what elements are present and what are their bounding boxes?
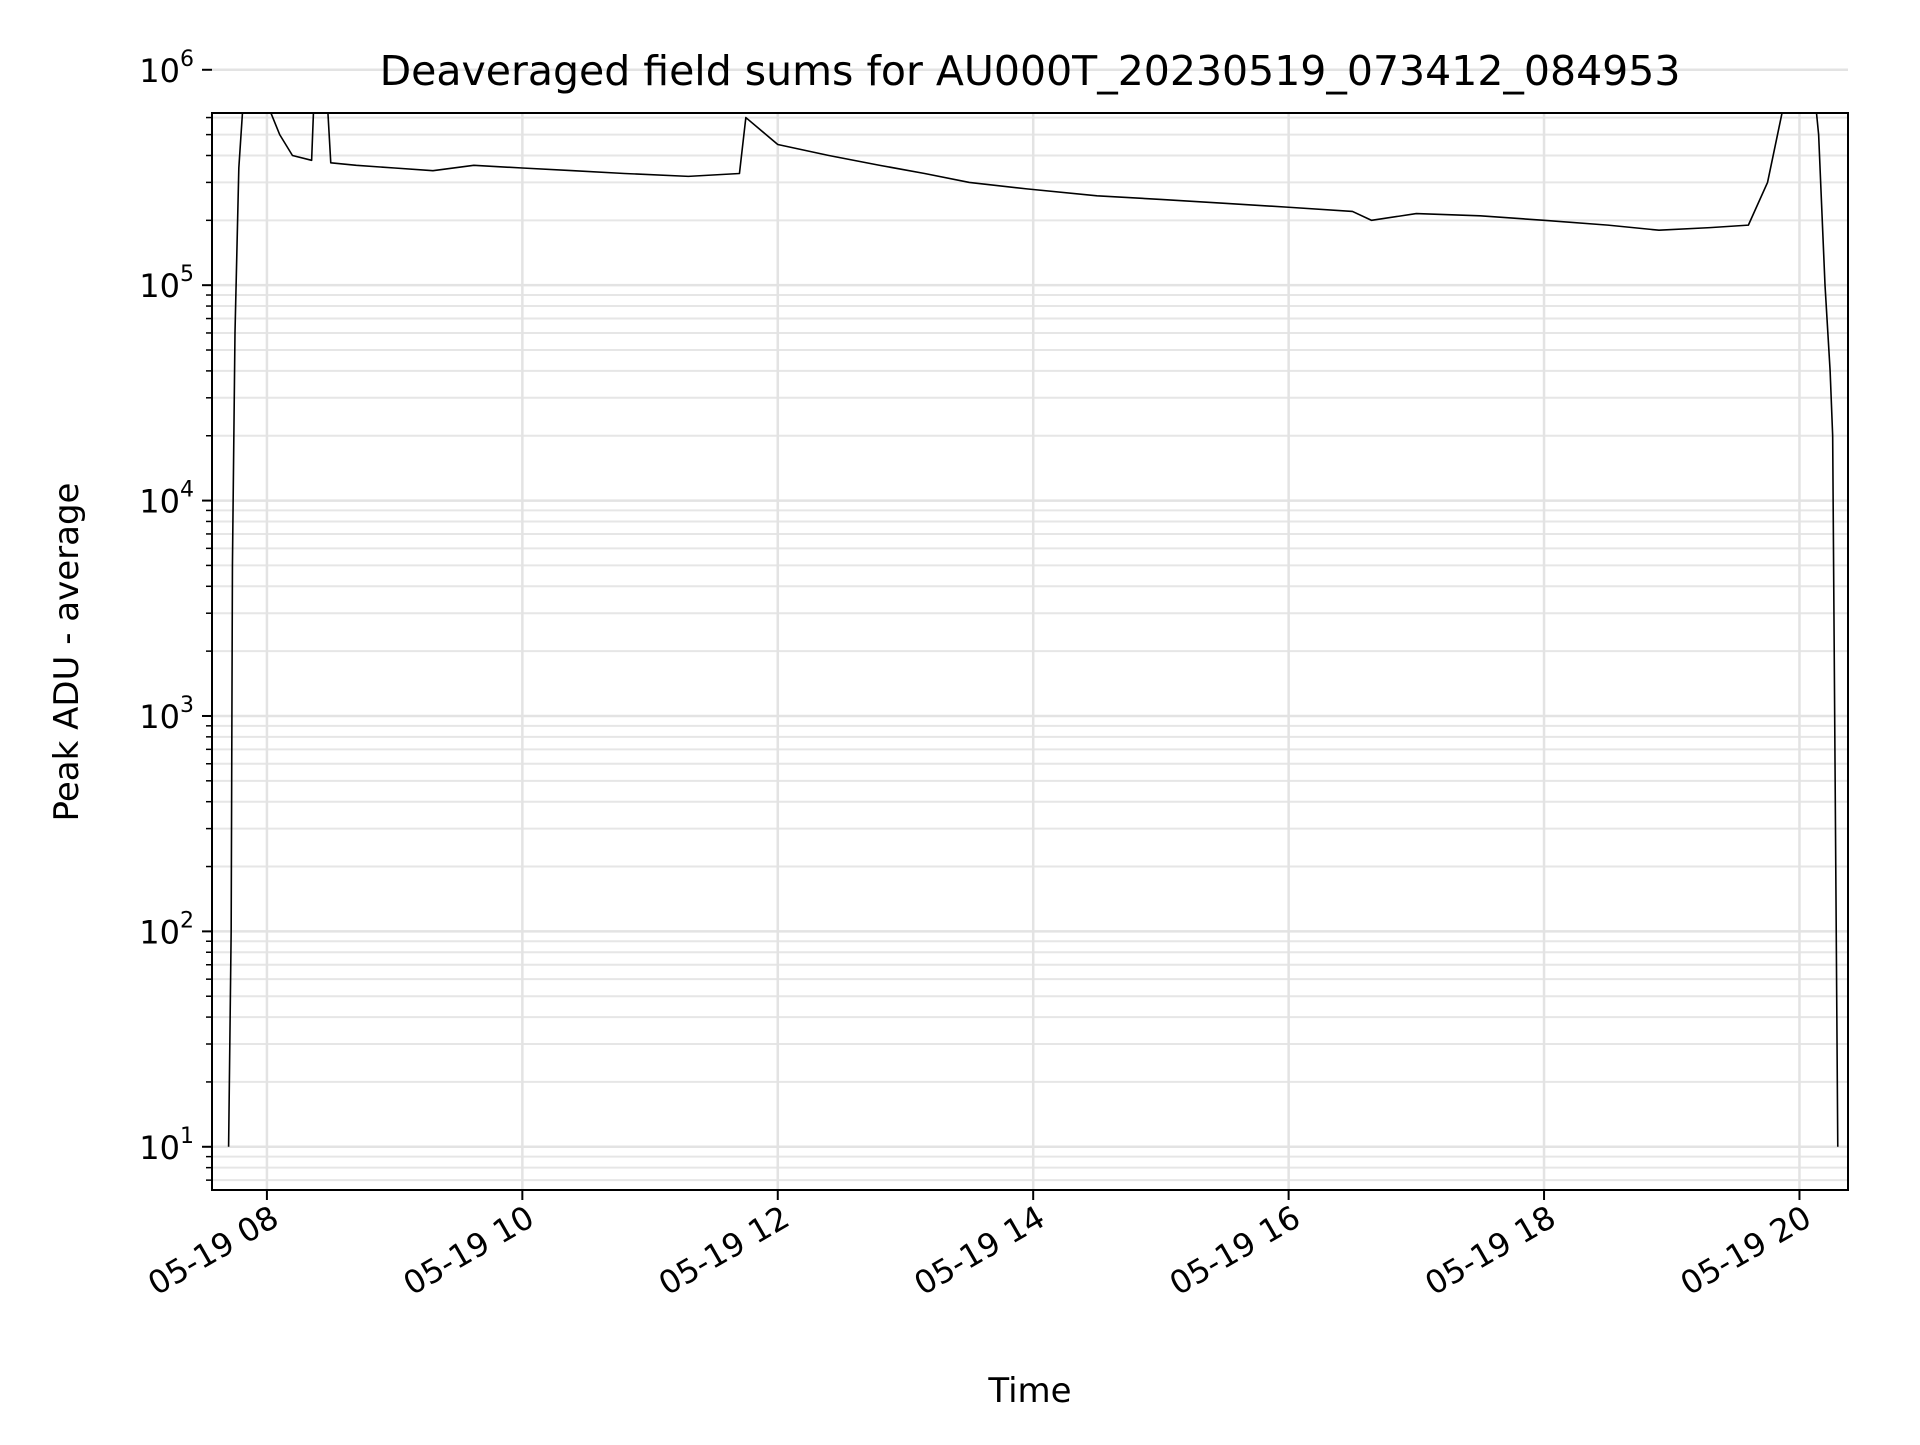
x-axis-label: Time [987, 1371, 1071, 1411]
grid [212, 70, 1848, 1190]
y-tick-label: 104 [139, 478, 194, 521]
x-tick-label: 05-19 10 [397, 1198, 541, 1303]
y-tick-label: 105 [139, 262, 194, 305]
y-tick-label: 101 [139, 1124, 194, 1167]
y-tick-label: 106 [139, 47, 194, 90]
y-tick-label: 102 [139, 908, 194, 951]
x-tick-label: 05-19 20 [1674, 1198, 1818, 1303]
x-tick-label: 05-19 12 [652, 1198, 796, 1303]
x-tick-label: 05-19 18 [1418, 1198, 1562, 1303]
x-tick-label: 05-19 14 [908, 1198, 1052, 1303]
y-tick-label: 103 [139, 693, 194, 736]
x-tick-label: 05-19 16 [1163, 1198, 1307, 1303]
y-axis-label: Peak ADU - average [47, 483, 87, 822]
x-tick-label: 05-19 08 [141, 1198, 285, 1303]
ticks: 101 102 103 104 105 106 05-19 08 05-19 10 05-19 … [139, 47, 1817, 1303]
chart-title: Deaveraged field sums for AU000T_2023051… [380, 47, 1681, 95]
